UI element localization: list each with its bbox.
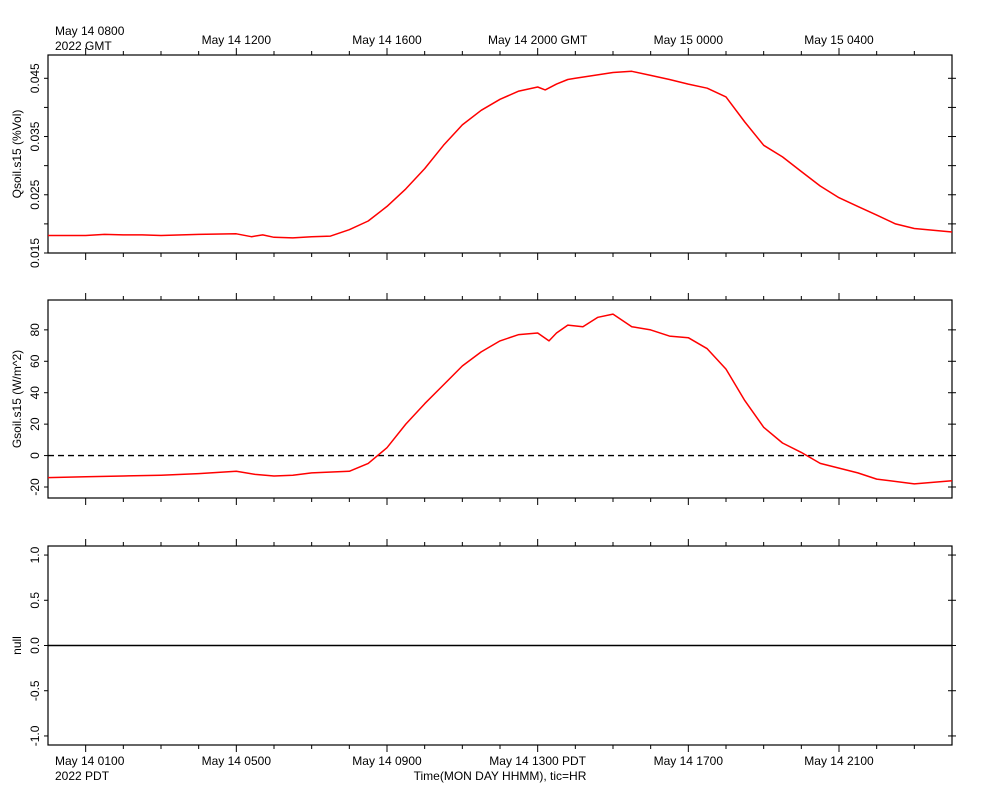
panel-frame [47,54,953,254]
panel-1: 0.015 0.025 0.035 0.045 Qsoil.s15 (%Vol) [10,48,956,268]
y-tick-label: 1.0 [28,546,42,563]
x-axis-label: Time(MON DAY HHMM), tic=HR [414,769,587,783]
bottom-tick-label: May 14 0100 [55,754,125,768]
bottom-axis-sublabel: 2022 PDT [55,769,110,783]
bottom-tick-label: May 14 1700 [654,754,724,768]
y-tick-label: 60 [28,354,42,368]
panel-3: -1.0 -0.5 0.0 0.5 1.0 null [10,539,956,752]
series-line [48,70,953,239]
y-axis-label: Gsoil.s15 (W/m^2) [10,350,24,448]
y-axis-label: null [10,636,24,655]
top-axis-sublabel: 2022 GMT [55,39,112,53]
panel-2: -20 0 20 40 60 80 Gsoil.s15 (W/m^2) [10,293,956,505]
y-tick-label: 0 [28,452,42,459]
y-tick-label: -0.5 [28,680,42,701]
series-line [47,313,953,485]
top-tick-label: May 15 0400 [804,33,874,47]
bottom-tick-label: May 14 2100 [804,754,874,768]
y-tick-label: 0.015 [28,238,42,268]
y-tick-label: 0.045 [28,63,42,93]
y-tick-label: 0.035 [28,121,42,151]
y-tick-label: 0.025 [28,179,42,209]
bottom-tick-label: May 14 0900 [352,754,422,768]
panel-frame [47,299,953,499]
top-tick-label: May 15 0000 [654,33,724,47]
top-tick-label: May 14 1200 [202,33,272,47]
top-tick-label: May 14 1600 [352,33,422,47]
bottom-tick-label: May 14 1300 PDT [489,754,586,768]
top-tick-label: May 14 0800 [55,24,125,38]
y-tick-label: 20 [28,417,42,431]
bottom-tick-label: May 14 0500 [202,754,272,768]
y-tick-label: -1.0 [28,725,42,746]
y-tick-label: -20 [28,478,42,496]
y-tick-label: 40 [28,386,42,400]
y-tick-label: 0.5 [28,592,42,609]
y-tick-label: 80 [28,323,42,337]
y-axis-label: Qsoil.s15 (%Vol) [10,110,24,199]
top-tick-label: May 14 2000 GMT [488,33,588,47]
y-tick-label: 0.0 [28,637,42,654]
